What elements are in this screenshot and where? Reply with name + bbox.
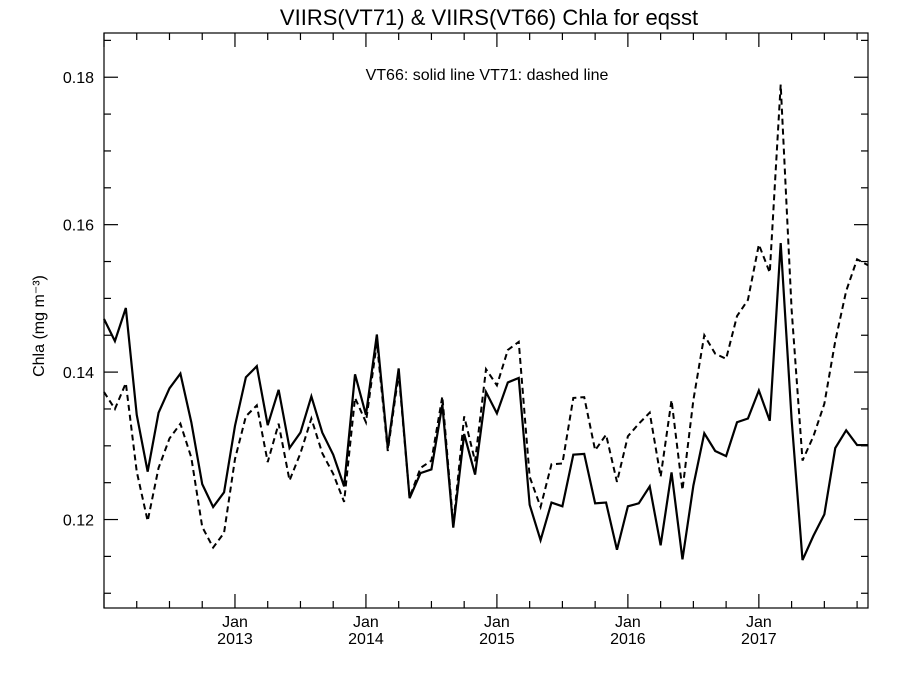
y-tick-label: 0.12 xyxy=(63,513,94,530)
y-tick-label: 0.16 xyxy=(63,218,94,235)
x-tick-label-month: Jan xyxy=(746,614,772,631)
x-tick-label-month: Jan xyxy=(222,614,248,631)
plot-frame xyxy=(103,32,869,609)
data-series xyxy=(103,84,869,561)
x-tick-label-year: 2017 xyxy=(741,631,777,648)
series-line-vt66 xyxy=(103,243,868,561)
x-tick-label-year: 2015 xyxy=(479,631,515,648)
y-tick-label: 0.18 xyxy=(63,70,94,87)
chart-title: VIIRS(VT71) & VIIRS(VT66) Chla for eqsst xyxy=(280,5,698,30)
x-tick-label-year: 2013 xyxy=(217,631,253,648)
x-tick-label-month: Jan xyxy=(484,614,510,631)
x-tick-label-year: 2014 xyxy=(348,631,384,648)
series-line-vt71 xyxy=(103,84,869,550)
x-tick-label-month: Jan xyxy=(615,614,641,631)
x-tick-label-year: 2016 xyxy=(610,631,646,648)
y-axis-label-text: Chla (mg m⁻³) xyxy=(31,275,48,377)
axis-ticks xyxy=(103,33,868,608)
y-axis-label: Chla (mg m⁻³) xyxy=(31,275,48,377)
series-style-annotation: VT66: solid line VT71: dashed line xyxy=(366,67,609,84)
x-tick-label-month: Jan xyxy=(353,614,379,631)
axis-tick-labels: 0.120.140.160.18Jan2013Jan2014Jan2015Jan… xyxy=(63,70,777,648)
y-tick-label: 0.14 xyxy=(63,365,94,382)
